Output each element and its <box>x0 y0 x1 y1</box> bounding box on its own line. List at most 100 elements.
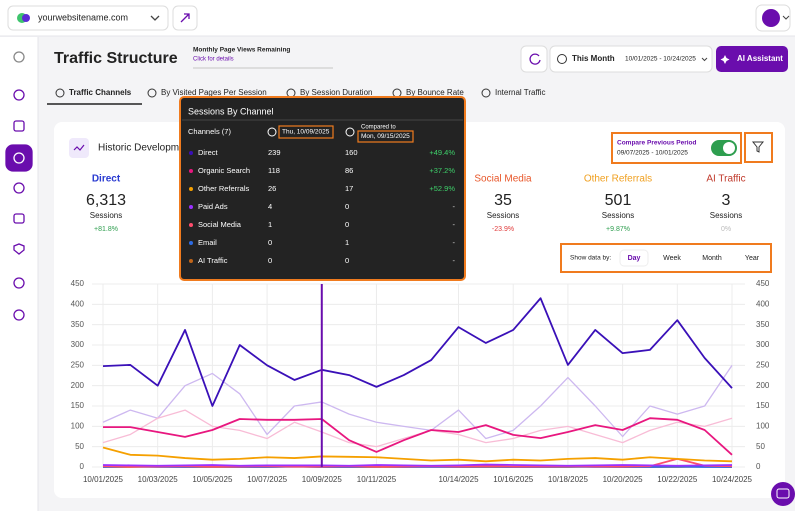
tooltip-change: - <box>453 220 456 229</box>
channel-dot <box>189 187 193 191</box>
date-highlight <box>278 125 334 139</box>
tooltip-channel: AI Traffic <box>198 256 228 265</box>
compare-date-highlight <box>357 130 414 143</box>
y2-tick-label: 450 <box>756 279 770 288</box>
period: This Month <box>572 54 615 63</box>
refresh-button[interactable] <box>520 45 548 73</box>
nav-active[interactable] <box>5 144 33 172</box>
sidebar <box>0 37 38 511</box>
tabs: Traffic Channels By Visited Pages Per Ses… <box>55 88 546 98</box>
tooltip: Sessions By Channel Channels (7) Thu, 10/0… <box>179 96 466 281</box>
stat-change: +9.87% <box>606 226 630 233</box>
clock-icon <box>267 127 277 137</box>
tab-icon <box>55 88 65 98</box>
tooltip-previous: 0 <box>345 220 349 229</box>
channel-dot <box>189 205 193 209</box>
y-tick-label: 100 <box>71 421 85 430</box>
y-tick-label: 250 <box>71 360 85 369</box>
stat-unit: Sessions <box>90 211 122 220</box>
tab[interactable]: Traffic Channels <box>69 88 132 97</box>
stat-unit: Sessions <box>602 211 634 220</box>
chat-button[interactable] <box>771 482 795 506</box>
tooltip-channels: Channels (7) <box>188 127 231 136</box>
show-by-highlight <box>560 243 772 273</box>
chart: 0 0 50 50 100 100 150 150 200 200 250 250 300 300 350 3… <box>71 279 770 484</box>
tooltip-channel: Other Referrals <box>198 184 250 193</box>
x-tick-label: 10/11/2025 <box>357 475 397 484</box>
y2-tick-label: 350 <box>756 320 770 329</box>
y2-tick-label: 150 <box>756 401 770 410</box>
series-line <box>102 446 733 463</box>
tooltip-previous: 86 <box>345 166 353 175</box>
show-by-option[interactable]: Month <box>702 255 722 262</box>
stat-channel: Social Media <box>474 174 532 185</box>
tab[interactable]: Internal Traffic <box>495 88 546 97</box>
series-line <box>102 463 733 467</box>
chevron <box>701 57 708 62</box>
stat-value: 501 <box>605 192 632 209</box>
click-details[interactable]: Click for details <box>193 57 234 63</box>
tab[interactable]: By Bounce Rate <box>406 88 464 97</box>
series-line <box>102 297 733 407</box>
y-tick-label: 350 <box>71 320 85 329</box>
card-icon-glyph <box>73 144 85 151</box>
site-name: yourwebsitename.com <box>38 12 128 22</box>
nav-icon[interactable] <box>13 182 25 194</box>
x-tick-label: 10/22/2025 <box>657 475 698 484</box>
show-by-options: Day Week Month Year <box>619 249 760 267</box>
y2-tick-label: 300 <box>756 340 770 349</box>
compare-range: 09/07/2025 - 10/01/2025 <box>617 150 688 157</box>
x-tick-label: 10/09/2025 <box>302 475 343 484</box>
tooltip-previous: 0 <box>345 256 349 265</box>
avatar <box>762 9 780 27</box>
tooltip-change: - <box>453 202 456 211</box>
y2-tick-label: 0 <box>756 462 761 471</box>
selected-option <box>619 249 649 267</box>
show-by-option[interactable]: Year <box>745 255 760 262</box>
x-tick-label: 10/07/2025 <box>247 475 288 484</box>
channel-dot <box>189 259 193 263</box>
x-tick-label: 10/20/2025 <box>603 475 644 484</box>
toggle-knob <box>723 142 735 154</box>
page-title: Traffic Structure <box>54 50 178 67</box>
y2-tick-label: 200 <box>756 381 770 390</box>
nav-icon[interactable] <box>13 243 25 255</box>
tooltip-channel: Email <box>198 238 217 247</box>
y2-tick-label: 50 <box>756 442 765 451</box>
y-tick-label: 200 <box>71 381 85 390</box>
tab[interactable]: By Visited Pages Per Session <box>161 88 267 97</box>
nav-icon[interactable] <box>13 120 25 132</box>
tooltip-channel: Social Media <box>198 220 242 229</box>
nav-icon[interactable] <box>13 277 25 289</box>
compared-label: Compared to <box>361 125 396 131</box>
site-selector[interactable] <box>7 5 169 31</box>
stat-change: +81.8% <box>94 226 118 233</box>
channel-dot <box>189 223 193 227</box>
tooltip-previous: 0 <box>345 202 349 211</box>
period-selector[interactable] <box>549 45 713 73</box>
tooltip-current: 0 <box>268 256 272 265</box>
tab-icon <box>481 88 491 98</box>
show-by-option[interactable]: Week <box>663 255 681 262</box>
tooltip-current: 26 <box>268 184 276 193</box>
tab[interactable]: By Session Duration <box>300 88 372 97</box>
series-line <box>103 417 733 456</box>
chat-icon <box>776 488 790 499</box>
stat-value: 3 <box>722 192 731 209</box>
tooltip-current: 1 <box>268 220 272 229</box>
nav-icon[interactable] <box>13 89 25 101</box>
tooltip-change: +49.4% <box>429 148 455 157</box>
filter-button[interactable] <box>751 141 765 153</box>
show-by-option[interactable]: Day <box>628 255 641 262</box>
ai-button-label: AI Assistant <box>737 54 783 63</box>
card-icon <box>69 138 89 158</box>
collapse-icon[interactable] <box>13 51 25 63</box>
y-tick-label: 150 <box>71 401 85 410</box>
x-tick-label: 10/16/2025 <box>493 475 534 484</box>
nav-icon[interactable] <box>13 213 25 224</box>
stat-channel: Direct <box>92 174 121 185</box>
ai-button[interactable] <box>716 46 788 72</box>
tooltip-channel: Organic Search <box>198 166 250 175</box>
y-tick-label: 450 <box>71 279 85 288</box>
nav-icon[interactable] <box>13 309 25 321</box>
